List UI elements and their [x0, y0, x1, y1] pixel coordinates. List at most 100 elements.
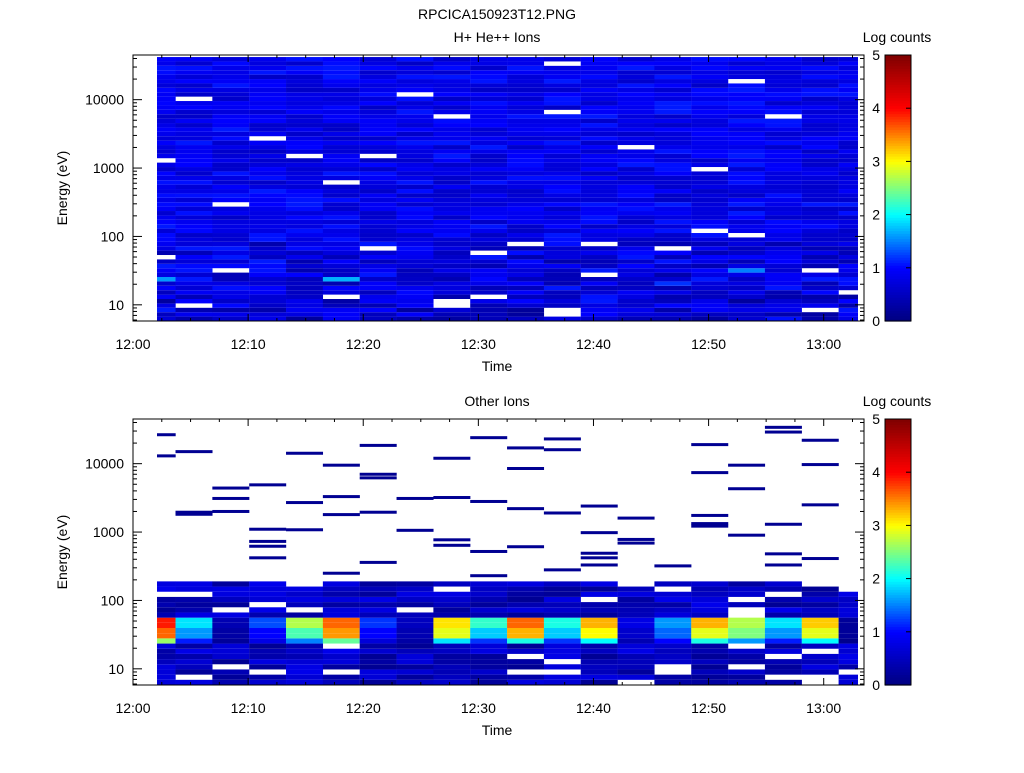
sparse-count-line	[543, 568, 581, 572]
x-tick-label: 13:00	[806, 700, 841, 716]
heatmap-cell	[359, 61, 397, 66]
heatmap-cell	[691, 189, 729, 194]
colorbar-step	[885, 283, 911, 288]
heatmap-cell	[157, 118, 176, 124]
heatmap-cell	[157, 617, 176, 623]
heatmap-cell	[801, 272, 839, 278]
heatmap-cell	[543, 197, 581, 203]
heatmap-cell	[580, 83, 618, 88]
heatmap-cell	[212, 206, 250, 212]
heatmap-cell	[801, 79, 839, 84]
heatmap-cell	[433, 131, 471, 137]
heatmap-cell	[470, 184, 508, 190]
heatmap-cell	[507, 255, 545, 260]
heatmap-cell	[728, 219, 766, 225]
heatmap-cell	[691, 653, 729, 660]
heatmap-cell	[157, 114, 176, 119]
heatmap-cell	[359, 180, 397, 185]
heatmap-cell	[580, 591, 618, 597]
heatmap-cell	[617, 101, 655, 106]
heatmap-cell	[691, 57, 729, 62]
heatmap-cell	[470, 224, 508, 229]
sparse-count-line	[728, 533, 766, 537]
colorbar-step	[885, 514, 911, 519]
heatmap-cell	[691, 61, 729, 66]
heatmap-cell	[359, 250, 397, 256]
heatmap-cell	[433, 140, 471, 146]
heatmap-cell	[654, 307, 692, 313]
colorbar-step	[885, 544, 911, 548]
heatmap-cell	[654, 628, 692, 634]
heatmap-cell	[286, 162, 324, 168]
heatmap-cell	[249, 294, 287, 300]
colorbar-step	[885, 682, 911, 686]
heatmap-cell	[654, 294, 692, 300]
heatmap-cell	[157, 622, 176, 629]
heatmap-cell	[286, 211, 324, 216]
colorbar-step	[885, 496, 911, 500]
heatmap-cell	[249, 167, 287, 172]
heatmap-cell	[286, 643, 324, 649]
heatmap-cell	[175, 101, 213, 106]
colorbar-step	[885, 506, 911, 511]
colorbar-step	[885, 552, 911, 556]
colorbar-step	[885, 246, 911, 250]
heatmap-cell	[286, 272, 324, 278]
heatmap-cell	[249, 131, 287, 137]
heatmap-cell	[157, 224, 176, 229]
heatmap-cell	[691, 153, 729, 159]
heatmap-cell	[617, 92, 655, 97]
heatmap-cell	[507, 193, 545, 198]
heatmap-cell	[617, 617, 655, 623]
heatmap-cell	[212, 307, 250, 313]
heatmap-cell	[580, 617, 618, 623]
heatmap-cell	[396, 674, 434, 680]
heatmap-cell	[764, 586, 802, 592]
heatmap-cell	[286, 586, 324, 592]
colorbar-step	[885, 78, 911, 83]
heatmap-cell	[322, 633, 360, 639]
heatmap-cell	[470, 643, 508, 649]
heatmap-cell	[691, 237, 729, 242]
heatmap-cell	[212, 131, 250, 137]
heatmap-cell	[838, 118, 858, 124]
heatmap-cell	[396, 233, 434, 238]
heatmap-cell	[543, 277, 581, 282]
heatmap-cell	[212, 87, 250, 93]
heatmap-cell	[322, 591, 360, 597]
heatmap-cell	[470, 206, 508, 212]
heatmap-cell	[249, 171, 287, 176]
heatmap-cell	[543, 123, 581, 128]
heatmap-cell	[359, 162, 397, 168]
heatmap-cell	[654, 591, 692, 597]
heatmap-cell	[470, 105, 508, 110]
heatmap-cell	[322, 250, 360, 256]
colorbar-step	[885, 225, 911, 229]
heatmap-cell	[212, 285, 250, 291]
sparse-count-line	[359, 560, 397, 564]
heatmap-cell	[764, 307, 802, 313]
heatmap-cell	[764, 233, 802, 238]
heatmap-cell	[617, 586, 655, 592]
heatmap-cell	[470, 638, 508, 644]
heatmap-cell	[580, 586, 618, 592]
colorbar-step	[885, 110, 911, 115]
x-axis-label: Time	[482, 722, 513, 738]
heatmap-cell	[801, 127, 839, 132]
heatmap-cell	[433, 633, 471, 639]
heatmap-cell	[580, 281, 618, 286]
heatmap-cell	[175, 105, 213, 110]
heatmap-cell	[543, 224, 581, 229]
sparse-count-line	[433, 543, 471, 547]
heatmap-cell	[286, 285, 324, 291]
heatmap-cell	[359, 224, 397, 229]
heatmap-cell	[801, 193, 839, 198]
heatmap-cell	[580, 233, 618, 238]
heatmap-cell	[654, 277, 692, 282]
heatmap-cell	[470, 586, 508, 592]
heatmap-cell	[728, 294, 766, 300]
heatmap-cell	[396, 307, 434, 313]
heatmap-cell	[691, 193, 729, 198]
heatmap-cell	[396, 184, 434, 190]
heatmap-cell	[617, 602, 655, 608]
